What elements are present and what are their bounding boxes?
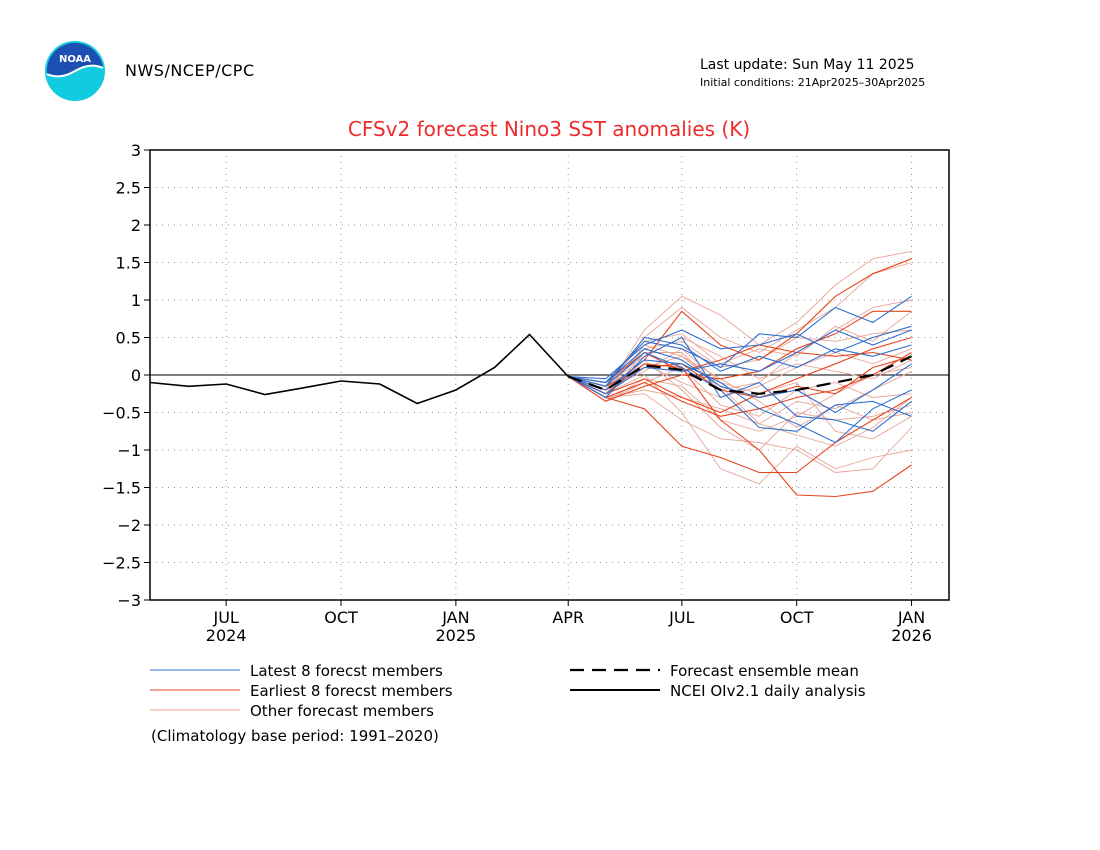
x-tick-label: APR bbox=[552, 608, 584, 627]
x-tick-label: JUL bbox=[212, 608, 238, 627]
x-tick-label: JAN bbox=[441, 608, 469, 627]
legend-label-latest: Latest 8 forecst members bbox=[250, 662, 443, 680]
forecast-member-earliest bbox=[567, 376, 912, 474]
forecast-member-earliest bbox=[567, 352, 912, 417]
forecast-member-other bbox=[568, 374, 912, 485]
main-lines bbox=[149, 333, 912, 405]
forecast-member-latest bbox=[567, 329, 912, 395]
legend: Latest 8 forecst members Earliest 8 forec… bbox=[150, 662, 866, 720]
noaa-logo-bird bbox=[46, 42, 103, 77]
forecast-member-earliest bbox=[567, 310, 912, 402]
forecast-member-other bbox=[567, 366, 912, 417]
observed-analysis-line bbox=[149, 333, 569, 405]
chart-title: CFSv2 forecast Nino3 SST anomalies (K) bbox=[348, 117, 750, 141]
noaa-logo-text: NOAA bbox=[59, 54, 91, 65]
y-tick-label: −0.5 bbox=[102, 404, 141, 423]
legend-label-earliest: Earliest 8 forecst members bbox=[250, 682, 453, 700]
last-update: Last update: Sun May 11 2025 bbox=[700, 57, 915, 73]
y-tick-label: 0.5 bbox=[116, 329, 141, 348]
forecast-member-earliest bbox=[567, 363, 912, 498]
forecast-member-earliest bbox=[568, 344, 912, 384]
x-tick-year-label: 2024 bbox=[206, 626, 247, 645]
noaa-logo: NOAA bbox=[44, 40, 106, 106]
climatology-note: (Climatology base period: 1991–2020) bbox=[151, 727, 439, 745]
forecast-member-earliest bbox=[567, 336, 912, 414]
forecast-member-other bbox=[568, 250, 912, 391]
forecast-member-latest bbox=[568, 351, 912, 432]
forecast-member-other bbox=[568, 310, 912, 387]
forecast-member-other bbox=[567, 376, 912, 473]
y-tick-label: −1 bbox=[117, 441, 141, 460]
initial-conditions: Initial conditions: 21Apr2025–30Apr2025 bbox=[700, 76, 926, 89]
forecast-members bbox=[567, 250, 912, 498]
legend-label-obs: NCEI OIv2.1 daily analysis bbox=[670, 682, 866, 700]
ensemble-mean-line bbox=[567, 355, 912, 395]
forecast-member-latest bbox=[567, 336, 912, 432]
x-tick-label: JUL bbox=[668, 608, 694, 627]
y-tick-label: −3 bbox=[117, 591, 141, 610]
y-tick-label: 2 bbox=[131, 216, 141, 235]
x-tick-label: JAN bbox=[897, 608, 925, 627]
x-tick-year-label: 2026 bbox=[891, 626, 932, 645]
y-tick-label: −2 bbox=[117, 516, 141, 535]
y-tick-label: −2.5 bbox=[102, 554, 141, 573]
legend-label-mean: Forecast ensemble mean bbox=[670, 662, 859, 680]
y-tick-label: 3 bbox=[131, 141, 141, 160]
forecast-member-other bbox=[568, 359, 912, 451]
legend-label-other: Other forecast members bbox=[250, 702, 434, 720]
axes: 32.521.510.50−0.5−1−1.5−2−2.5−3JUL2024OC… bbox=[102, 141, 950, 645]
x-tick-year-label: 2025 bbox=[436, 626, 477, 645]
y-tick-label: −1.5 bbox=[102, 479, 141, 498]
org-label: NWS/NCEP/CPC bbox=[125, 61, 255, 80]
y-tick-label: 1 bbox=[131, 291, 141, 310]
x-tick-label: OCT bbox=[324, 608, 358, 627]
y-tick-label: 1.5 bbox=[116, 254, 141, 273]
y-tick-label: 2.5 bbox=[116, 179, 141, 198]
noaa-logo-swoosh bbox=[46, 64, 104, 78]
y-tick-label: 0 bbox=[131, 366, 141, 385]
forecast-member-latest bbox=[568, 336, 912, 387]
x-tick-label: OCT bbox=[780, 608, 814, 627]
